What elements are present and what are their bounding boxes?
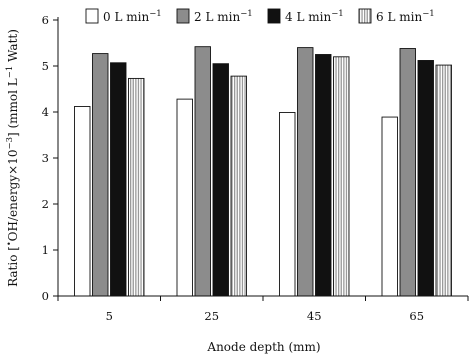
bar-white-5: [74, 106, 91, 297]
y-title-oh: OH/energy: [6, 175, 20, 242]
x-tick-label-45: 45: [307, 309, 322, 323]
x-tick-label-65: 65: [409, 309, 424, 323]
y-title-dot: •: [5, 241, 14, 246]
y-tick-label: 4: [42, 105, 49, 119]
legend-swatch-white: [85, 8, 99, 24]
bar-gray-5: [92, 53, 109, 297]
bar-white-65: [381, 116, 398, 297]
legend-swatch-gray: [176, 8, 190, 24]
y-title-l-exp: −1: [5, 66, 15, 79]
y-tick-label: 3: [42, 151, 49, 165]
legend-label-black: 4 L min−1: [285, 9, 344, 24]
bar-vertical-stripes-5: [128, 77, 145, 297]
bar-gray-45: [297, 47, 314, 297]
bar-vertical-stripes-65: [435, 64, 452, 297]
y-tick-label: 6: [42, 13, 49, 27]
y-tick-label: 0: [42, 289, 49, 303]
y-title-times-exp: −3: [5, 137, 15, 150]
bar-black-65: [417, 60, 434, 297]
bar-black-45: [315, 54, 332, 297]
y-axis-title: Ratio [•OH/energy×10−3] (mmol L−1 Watt): [5, 29, 20, 287]
y-tick-label: 1: [42, 243, 49, 257]
bar-gray-65: [399, 48, 416, 297]
bar-white-45: [279, 112, 296, 297]
bar-white-25: [176, 98, 193, 297]
bars-group: [74, 46, 452, 297]
legend: 0 L min−1 2 L min−1 4 L min−1 6 L min−1: [85, 8, 435, 24]
legend-swatch-vertical-stripes: [358, 8, 372, 24]
y-title-times: ×10: [6, 150, 20, 175]
x-tick-label-25: 25: [204, 309, 219, 323]
y-tick-label: 2: [42, 197, 49, 211]
legend-label-vertical-stripes: 6 L min−1: [376, 9, 435, 24]
x-tick-label-5: 5: [106, 309, 113, 323]
bar-black-25: [212, 63, 229, 297]
bar-gray-25: [194, 46, 211, 297]
legend-label-white: 0 L min−1: [103, 9, 162, 24]
y-tick-label: 5: [42, 59, 49, 73]
y-title-tail: Watt): [6, 29, 20, 66]
bar-vertical-stripes-25: [230, 75, 247, 297]
bar-vertical-stripes-45: [333, 56, 350, 297]
x-axis-title: Anode depth (mm): [206, 340, 320, 354]
legend-swatch-black: [267, 8, 281, 24]
bar-black-5: [110, 62, 127, 297]
legend-label-gray: 2 L min−1: [194, 9, 253, 24]
y-title-close: ] (mmol L: [6, 78, 20, 137]
y-title-prefix: Ratio [: [6, 246, 20, 287]
